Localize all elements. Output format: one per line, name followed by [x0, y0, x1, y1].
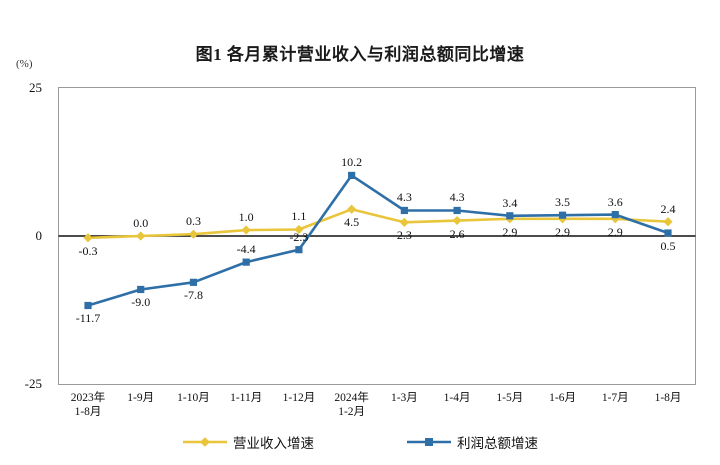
data-label: 2.6 — [449, 226, 465, 241]
x-tick-line1: 1-8月 — [654, 392, 682, 404]
y-axis-tick-25: 25 — [29, 80, 42, 95]
data-label: -7.8 — [183, 288, 203, 303]
data-label: 10.2 — [341, 155, 363, 170]
data-label: 2.9 — [607, 224, 623, 239]
legend-swatch-revenue — [183, 437, 227, 447]
y-axis-tick-0: 0 — [35, 228, 43, 243]
x-tick-line1: 2024年 — [334, 392, 369, 404]
x-tick-line1: 1-11月 — [230, 392, 263, 404]
data-label: 1.0 — [238, 210, 254, 225]
chart-title: 图1 各月累计营业收入与利润总额同比增速 — [195, 45, 525, 64]
x-tick-line1: 1-5月 — [496, 392, 524, 404]
data-label: -2.3 — [289, 229, 309, 244]
x-axis-tick-label: 1-5月 — [496, 391, 523, 405]
x-tick-line1: 1-4月 — [443, 392, 471, 404]
data-label: 2.9 — [502, 224, 518, 239]
y-axis-tick-neg25: -25 — [24, 376, 42, 391]
data-label: -0.3 — [78, 243, 98, 258]
series-profit-growth — [84, 171, 672, 310]
data-label: 4.3 — [449, 190, 465, 205]
x-tick-line2: 1-8月 — [74, 406, 102, 418]
x-tick-line1: 1-7月 — [601, 392, 629, 404]
x-tick-line1: 1-6月 — [549, 392, 576, 404]
x-axis-tick-label: 1-6月 — [549, 391, 576, 405]
data-label: 2.4 — [660, 201, 676, 216]
x-tick-line1: 1-9月 — [127, 392, 155, 404]
x-tick-line1: 2023年 — [70, 392, 106, 404]
x-tick-line1: 1-12月 — [282, 392, 316, 404]
legend-label-revenue-growth: 营业收入增速 — [233, 436, 314, 451]
data-label: -4.4 — [236, 242, 256, 257]
data-label: 0.5 — [660, 239, 676, 254]
x-axis-tick-label: 2023年 1-8月 — [71, 391, 106, 419]
x-tick-line2: 1-2月 — [338, 406, 366, 418]
data-label: 3.4 — [502, 195, 518, 210]
data-label: 4.5 — [344, 215, 360, 230]
data-label: 3.5 — [555, 195, 571, 210]
x-axis-tick-label: 1-7月 — [602, 391, 629, 405]
y-axis-unit-label: (%) — [16, 58, 33, 70]
legend-item-profit-growth[interactable]: 利润总额增速 — [406, 432, 538, 452]
data-label: 0.3 — [185, 214, 201, 229]
x-axis-tick-label: 2024年 1-2月 — [334, 391, 369, 419]
data-label: -11.7 — [75, 311, 101, 326]
x-tick-line1: 1-10月 — [177, 392, 210, 404]
x-axis-tick-label: 1-8月 — [655, 391, 682, 405]
data-label: 0.0 — [133, 216, 149, 230]
x-tick-line1: 1-3月 — [390, 392, 418, 404]
data-label: 1.1 — [291, 209, 307, 224]
data-label: -9.0 — [131, 295, 151, 310]
x-axis-tick-label: 1-11月 — [230, 391, 262, 405]
legend-item-revenue-growth[interactable]: 营业收入增速 — [182, 432, 314, 452]
legend-label-profit-growth: 利润总额增速 — [457, 436, 538, 451]
x-axis-tick-label: 1-9月 — [127, 391, 154, 405]
data-label: 2.3 — [396, 228, 412, 243]
data-label: 3.6 — [607, 194, 623, 209]
x-axis-tick-label: 1-12月 — [283, 391, 316, 405]
legend-swatch-profit — [407, 438, 451, 446]
x-axis-tick-label: 1-10月 — [177, 391, 210, 405]
x-axis-tick-label: 1-3月 — [391, 391, 418, 405]
data-label: 2.9 — [555, 224, 571, 239]
x-axis-tick-label: 1-4月 — [444, 391, 471, 405]
chart-legend: 营业收入增速 利润总额增速 — [0, 432, 720, 452]
data-label: 4.3 — [396, 190, 412, 205]
